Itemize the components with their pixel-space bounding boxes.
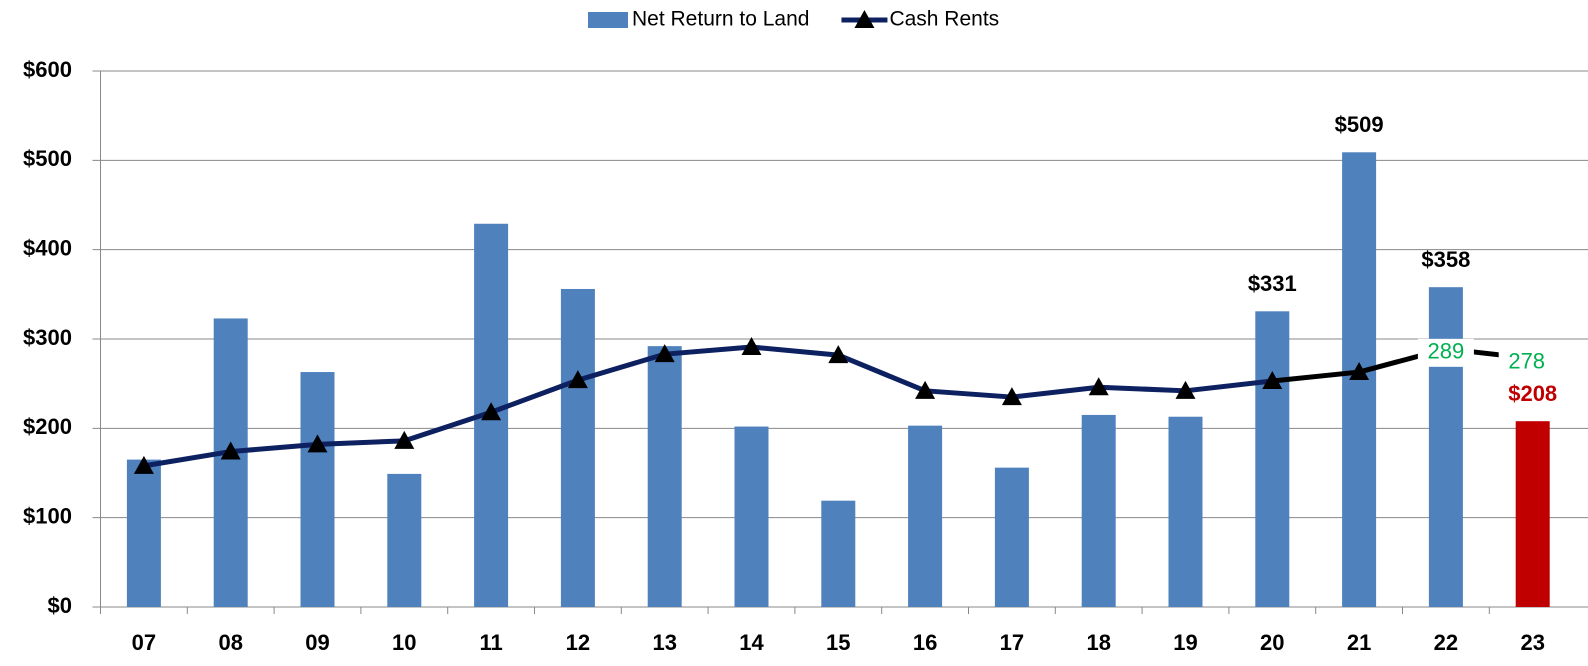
line-segment [141, 449, 234, 469]
line-segment [835, 352, 928, 394]
bar [734, 426, 769, 607]
bar [213, 318, 248, 607]
line-segment [1183, 378, 1275, 394]
y-tick-label: $300 [23, 325, 72, 350]
x-tick-label: 18 [1086, 630, 1110, 655]
x-tick-label: 11 [479, 630, 502, 655]
y-tick-label: $200 [23, 414, 72, 439]
bar [1168, 416, 1203, 607]
bar [908, 425, 943, 607]
line-marker [741, 337, 762, 356]
bar [1081, 414, 1116, 607]
x-tick-label: 13 [652, 630, 676, 655]
y-tick-label: $500 [23, 146, 72, 171]
x-tick-label: 22 [1434, 630, 1458, 655]
line-marker [654, 344, 675, 363]
bar [387, 473, 422, 607]
line-segment [749, 344, 841, 358]
x-tick-label: 09 [305, 630, 329, 655]
line-segment [662, 344, 754, 357]
line-marker [307, 434, 328, 453]
legend-label: Cash Rents [889, 8, 999, 31]
x-tick-label: 20 [1260, 630, 1284, 655]
line-marker [1262, 370, 1283, 389]
x-tick-label: 14 [739, 630, 764, 655]
y-tick-label: $0 [48, 593, 72, 618]
bar [1428, 287, 1463, 607]
line-segment [1269, 369, 1362, 384]
line-segment [228, 441, 320, 455]
y-tick-label: $100 [23, 503, 72, 528]
legend-swatch [588, 12, 628, 28]
legend-marker [854, 10, 875, 28]
line-marker [1001, 387, 1022, 406]
line-data-label: 278 [1508, 348, 1545, 373]
bar [1515, 421, 1550, 607]
line-segment [1009, 384, 1102, 400]
bar [1255, 311, 1290, 607]
bar [300, 372, 335, 607]
line-segment [575, 351, 668, 383]
x-tick-label: 23 [1520, 630, 1544, 655]
line-segment [488, 377, 581, 415]
line-marker [133, 455, 154, 474]
label-bg [1498, 348, 1555, 377]
x-tick-label: 12 [566, 630, 590, 655]
x-tick-label: 15 [826, 630, 850, 655]
legend-label: Net Return to Land [632, 8, 809, 31]
line-marker [1175, 380, 1196, 399]
data-label: $509 [1335, 112, 1384, 137]
line-segment [315, 438, 407, 447]
line-marker [828, 345, 849, 364]
x-tick-label: 16 [913, 630, 937, 655]
line-segment [401, 409, 494, 444]
x-tick-label: 08 [218, 630, 242, 655]
line-marker [481, 402, 502, 421]
line-segment [1096, 384, 1188, 394]
y-tick-label: $400 [23, 235, 72, 260]
bar [994, 467, 1029, 607]
y-tick-label: $600 [23, 57, 72, 82]
bar [821, 500, 856, 607]
label-bg [1417, 338, 1474, 367]
line-marker [567, 370, 588, 389]
x-tick-label: 19 [1173, 630, 1197, 655]
bar [126, 459, 161, 607]
line-marker [394, 430, 415, 449]
data-label: $331 [1248, 271, 1297, 296]
line-marker [1088, 377, 1109, 396]
line-data-label: 289 [1428, 339, 1465, 364]
data-label: $358 [1421, 247, 1470, 272]
line-marker [915, 380, 936, 399]
x-tick-label: 07 [132, 630, 156, 655]
bar [647, 346, 682, 607]
x-tick-label: 17 [1000, 630, 1024, 655]
line-marker [220, 441, 241, 460]
bar [560, 288, 595, 607]
x-tick-label: 10 [392, 630, 416, 655]
line-segment [922, 388, 1015, 400]
line-marker [1349, 362, 1370, 381]
data-label: $208 [1508, 381, 1557, 406]
x-tick-label: 21 [1347, 630, 1371, 655]
